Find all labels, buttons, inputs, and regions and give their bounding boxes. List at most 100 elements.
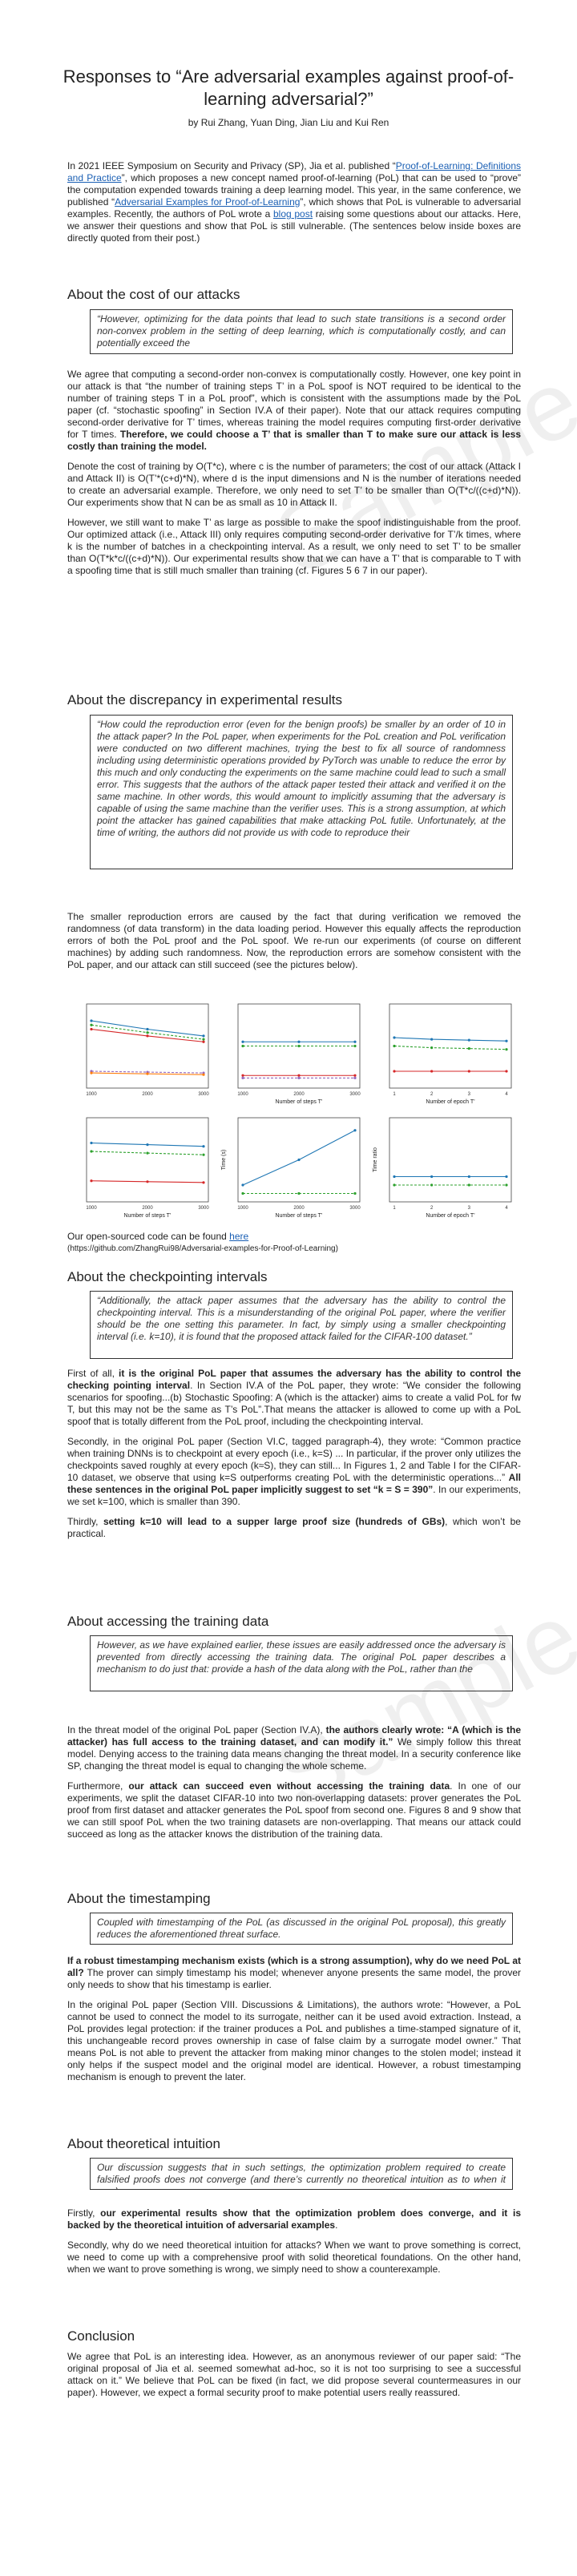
plot-2: 1000 2000 3000 Number of steps T’ — [237, 1003, 361, 1105]
data-point — [353, 1129, 357, 1132]
code-link[interactable]: here — [229, 1231, 249, 1242]
y-axis-label: Time (s) — [221, 1150, 227, 1170]
data-point — [146, 1151, 149, 1155]
data-point — [505, 1039, 508, 1042]
plot-4: 1000 2000 3000 Number of steps T’ — [86, 1117, 209, 1219]
section-cost-body: We agree that computing a second-order n… — [67, 369, 522, 576]
x-tick-label: 2000 — [142, 1092, 153, 1097]
adv-paper-link[interactable]: Adversarial Examples for Proof-of-Learni… — [115, 196, 301, 208]
data-point — [202, 1040, 205, 1043]
data-point — [297, 1076, 301, 1079]
page-title: Responses to “Are adversarial examples a… — [63, 67, 514, 109]
x-tick-label: 3 — [468, 1092, 471, 1097]
data-point — [202, 1073, 205, 1076]
x-axis-label: Number of steps T’ — [275, 1213, 322, 1219]
plot-3: 1 2 3 4 Number of epoch T’ — [389, 1003, 512, 1105]
quote-box-cost: “However, optimizing for the data points… — [90, 309, 513, 354]
plot-5: 1000 2000 3000 Number of steps T’ Time (s) — [221, 1117, 361, 1219]
data-point — [353, 1044, 357, 1048]
intro-paragraph: In 2021 IEEE Symposium on Security and P… — [67, 160, 522, 244]
x-tick-label: 1000 — [237, 1206, 248, 1211]
x-tick-label: 1 — [393, 1092, 396, 1097]
blog-post-link[interactable]: blog post — [272, 208, 313, 220]
data-point — [90, 1150, 93, 1153]
data-point — [241, 1040, 244, 1043]
x-tick-label: 2 — [430, 1206, 434, 1211]
data-point — [393, 1070, 396, 1073]
data-point — [467, 1038, 470, 1042]
data-point — [241, 1191, 244, 1195]
quote-box-training-data: However, as we have explained earlier, t… — [90, 1635, 513, 1691]
data-point — [241, 1183, 244, 1187]
data-point — [430, 1038, 434, 1041]
x-tick-label: 3000 — [349, 1206, 361, 1211]
data-point — [146, 1143, 149, 1147]
quote-box-timestamping: Coupled with timestamping of the PoL (as… — [90, 1913, 513, 1945]
y-axis-label: Time ratio — [373, 1147, 378, 1172]
data-point — [146, 1072, 149, 1075]
data-point — [202, 1034, 205, 1038]
x-tick-label: 3000 — [198, 1092, 209, 1097]
series-line — [393, 1037, 507, 1042]
section-heading-theory: About theoretical intuition — [67, 2136, 220, 2151]
data-point — [90, 1023, 93, 1026]
quote-box-discrepancy: “How could the reproduction error (even … — [90, 715, 513, 869]
data-point — [467, 1070, 470, 1073]
data-point — [202, 1145, 205, 1148]
data-point — [202, 1181, 205, 1184]
x-tick-label: 2000 — [293, 1092, 305, 1097]
data-point — [353, 1074, 357, 1077]
x-axis-label: Number of steps T’ — [275, 1099, 322, 1105]
data-point — [90, 1027, 93, 1031]
data-point — [430, 1183, 434, 1187]
section-checkpoint-body: First of all, it is the original PoL pap… — [67, 1368, 522, 1539]
data-point — [505, 1070, 508, 1073]
x-tick-label: 4 — [505, 1092, 508, 1097]
data-point — [393, 1183, 396, 1187]
plot-6: 1 2 3 4 Number of epoch T’ Time ratio — [373, 1117, 512, 1219]
data-point — [90, 1179, 93, 1183]
x-tick-label: 3 — [468, 1206, 471, 1211]
x-tick-label: 3000 — [349, 1092, 361, 1097]
data-point — [241, 1076, 244, 1079]
section-heading-timestamping: About the timestamping — [67, 1891, 211, 1906]
x-axis-label: Number of epoch T’ — [426, 1099, 475, 1105]
section-heading-checkpoint: About the checkpointing intervals — [67, 1269, 268, 1284]
data-point — [297, 1191, 301, 1195]
data-point — [353, 1040, 357, 1043]
data-point — [146, 1031, 149, 1034]
data-point — [505, 1175, 508, 1179]
data-point — [297, 1044, 301, 1048]
data-point — [353, 1191, 357, 1195]
data-point — [146, 1180, 149, 1183]
data-point — [297, 1158, 301, 1162]
data-point — [241, 1074, 244, 1077]
plot-frame — [86, 1117, 209, 1203]
section-theory-body: Firstly, our experimental results show t… — [67, 2207, 521, 2275]
x-axis-label: Number of epoch T’ — [426, 1213, 475, 1219]
data-point — [467, 1183, 470, 1187]
code-link-block: Our open-sourced code can be found here … — [67, 1231, 521, 1255]
authors: by Rui Zhang, Yuan Ding, Jian Liu and Ku… — [188, 117, 389, 128]
x-tick-label: 1 — [393, 1206, 396, 1211]
experiment-plots: 1000 2000 3000 1000 2000 3000 Number of steps… — [67, 998, 516, 1222]
x-tick-label: 2 — [430, 1092, 434, 1097]
data-point — [467, 1175, 470, 1179]
data-point — [202, 1038, 205, 1041]
series-line — [393, 1045, 507, 1050]
section-heading-discrepancy: About the discrepancy in experimental re… — [67, 692, 343, 707]
quote-box-checkpoint: “Additionally, the attack paper assumes … — [90, 1291, 513, 1359]
section-conclusion-body: We agree that PoL is an interesting idea… — [67, 2351, 521, 2398]
data-point — [467, 1047, 470, 1050]
section-heading-cost: About the cost of our attacks — [67, 287, 240, 302]
x-tick-label: 1000 — [237, 1092, 248, 1097]
data-point — [430, 1046, 434, 1050]
data-point — [146, 1034, 149, 1038]
pol-paper-link[interactable]: Proof-of-Learning: Definitions and Pract… — [67, 160, 521, 183]
data-point — [505, 1183, 508, 1187]
data-point — [241, 1044, 244, 1048]
section-training-data-body: In the threat model of the original PoL … — [67, 1724, 521, 1840]
x-tick-label: 2000 — [293, 1206, 305, 1211]
intro: In 2021 IEEE Symposium on Security and P… — [67, 160, 521, 252]
